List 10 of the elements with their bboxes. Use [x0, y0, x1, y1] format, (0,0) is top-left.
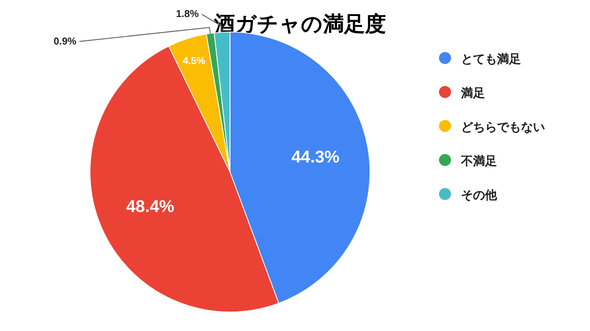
legend-label: とても満足: [461, 52, 521, 66]
legend-label: その他: [461, 188, 498, 202]
data-label: 44.3%: [291, 148, 340, 167]
data-label: 0.9%: [54, 36, 77, 48]
data-label: 1.8%: [176, 9, 199, 20]
data-label: 4.5%: [182, 56, 206, 68]
legend-label: どちらでもない: [461, 120, 545, 134]
legend-label: 満足: [460, 86, 485, 100]
legend-label: 不満足: [460, 154, 497, 168]
data-label: 48.4%: [126, 197, 174, 216]
